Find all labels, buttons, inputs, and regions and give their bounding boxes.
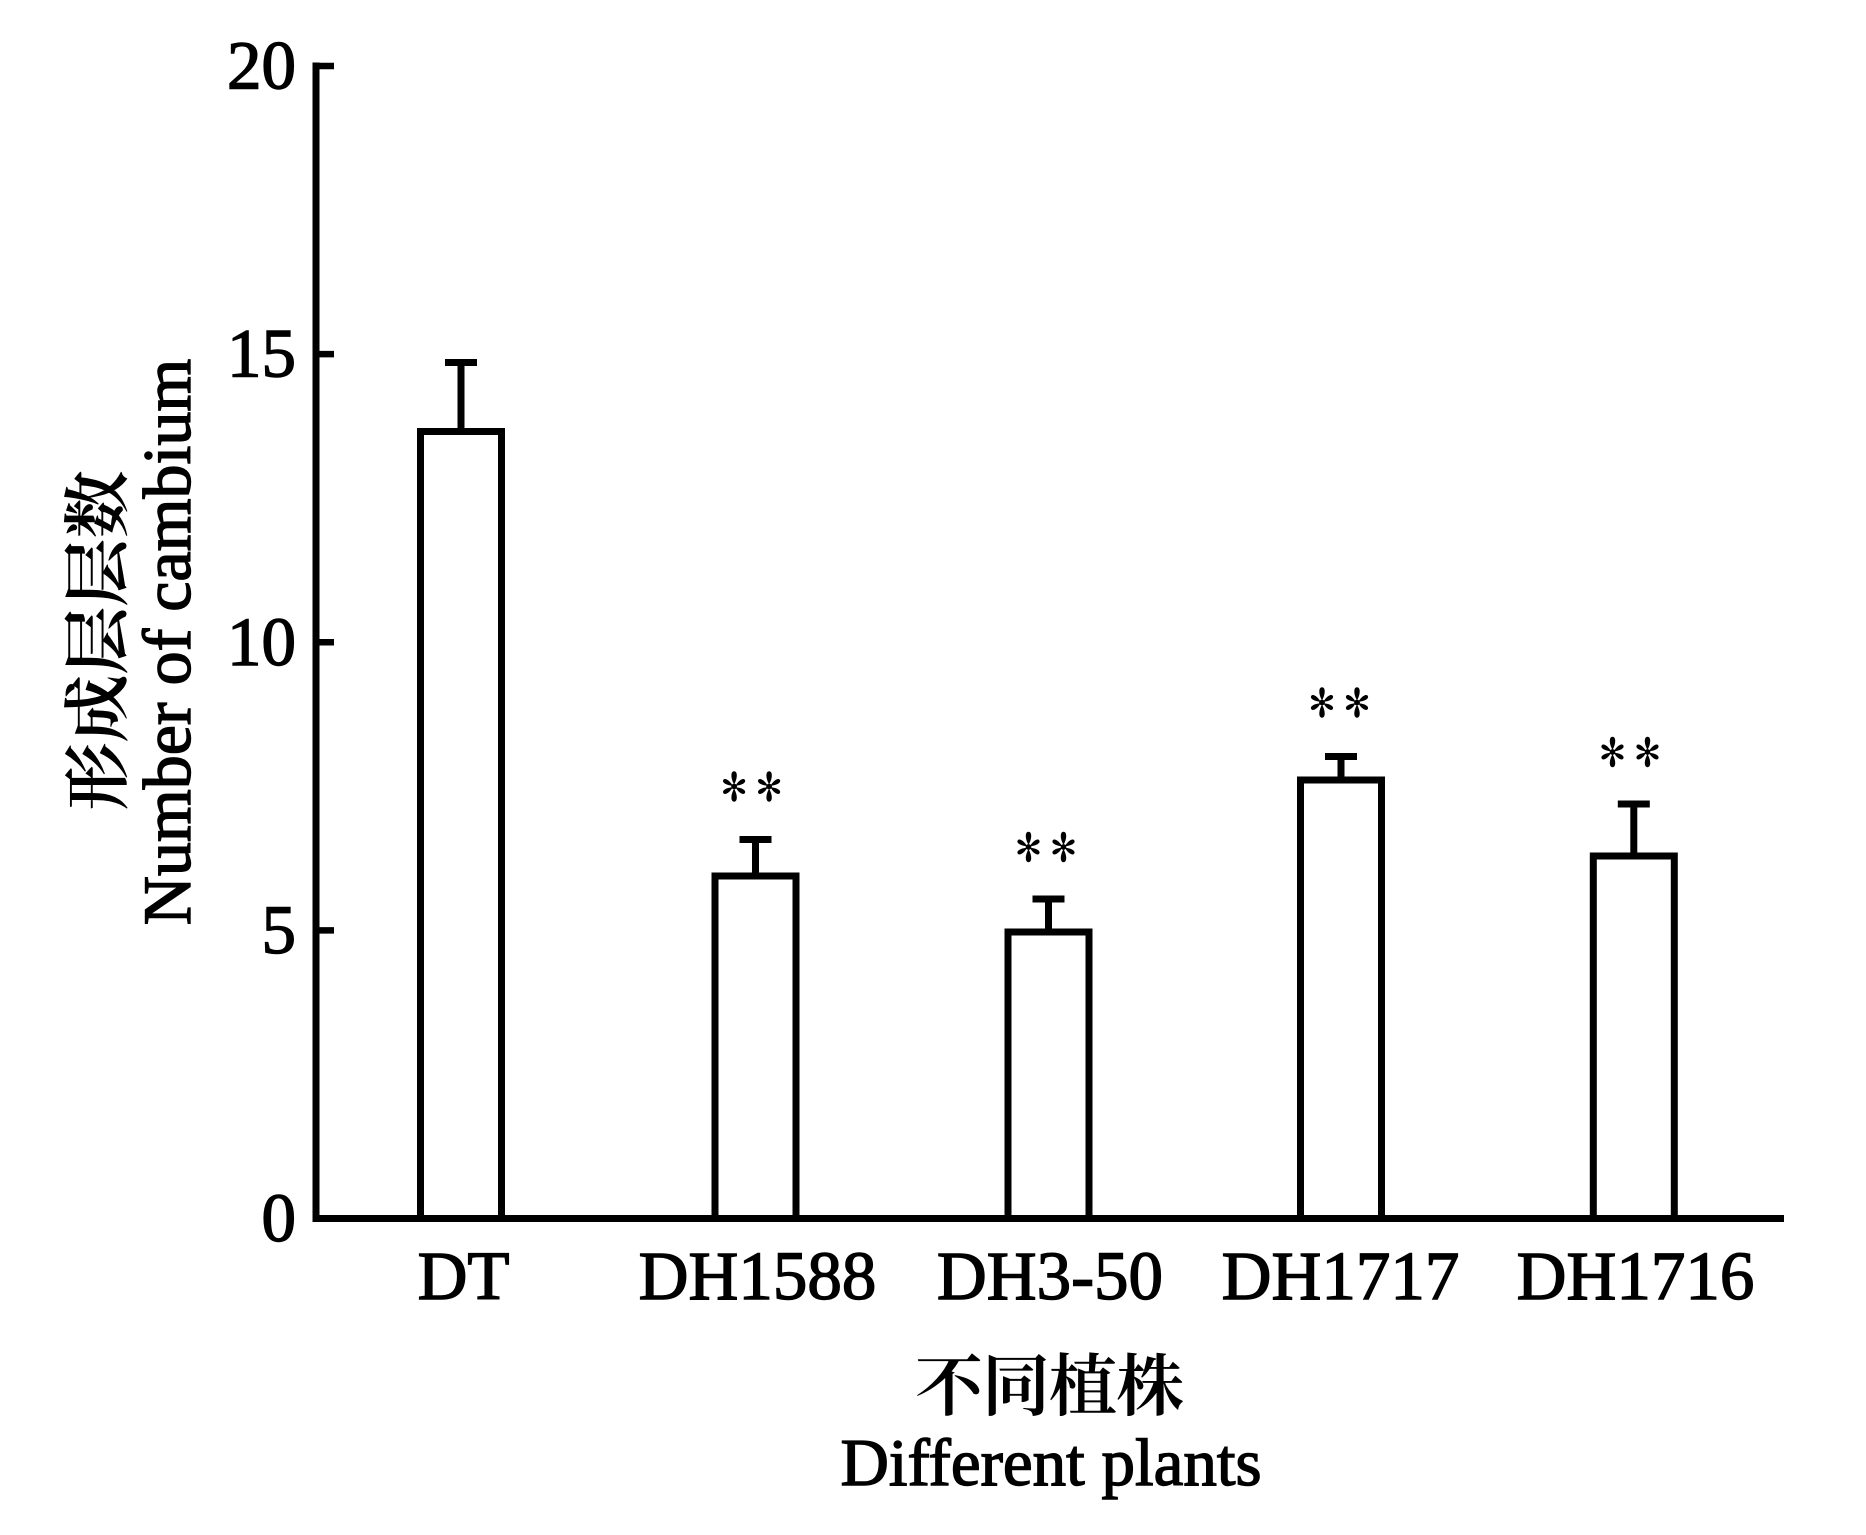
svg-text:DH3-50: DH3-50	[937, 1238, 1163, 1314]
svg-text:DH1588: DH1588	[639, 1238, 877, 1314]
svg-text:5: 5	[262, 892, 297, 968]
svg-text:DH1717: DH1717	[1222, 1238, 1460, 1314]
svg-text:DT: DT	[418, 1238, 510, 1314]
svg-text:Different plants: Different plants	[840, 1426, 1261, 1500]
svg-text:15: 15	[227, 316, 296, 392]
svg-text:Number of cambium: Number of cambium	[129, 359, 205, 926]
svg-text:10: 10	[227, 604, 296, 680]
svg-text:0: 0	[262, 1180, 297, 1256]
svg-text:20: 20	[227, 28, 296, 104]
svg-text:DH1716: DH1716	[1517, 1238, 1755, 1314]
